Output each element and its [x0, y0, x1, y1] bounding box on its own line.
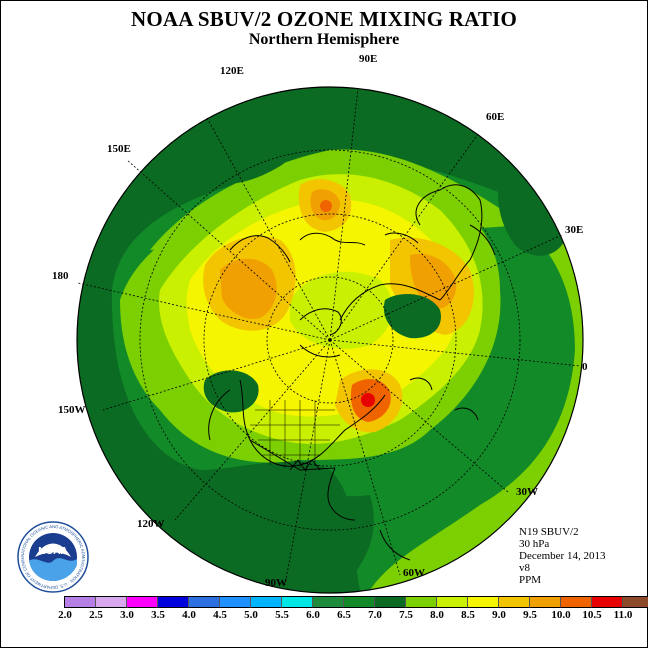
scale-tick-label: 6.5 [337, 609, 351, 621]
color-swatch [127, 597, 158, 607]
color-swatch [499, 597, 530, 607]
lon-label-60w: 60W [403, 567, 425, 579]
color-swatch [406, 597, 437, 607]
logo-text: NOAA [38, 546, 67, 557]
lon-label-180: 180 [52, 270, 69, 282]
color-swatch [375, 597, 406, 607]
scale-tick-label: 3.5 [151, 609, 165, 621]
map-subtitle: Northern Hemisphere [248, 31, 400, 48]
color-scale-ticks: 2.0 2.5 3.0 3.5 4.0 4.5 5.0 5.5 6.0 6.5 7.0 7.5 8.0 8… [0, 609, 648, 623]
lon-label-120e: 120E [220, 65, 244, 77]
units-label: PPM [519, 574, 542, 586]
scale-tick-label: 10.0 [551, 609, 571, 621]
scale-tick-label: 7.5 [399, 609, 413, 621]
scale-tick-label: 3.0 [120, 609, 134, 621]
color-swatch [468, 597, 499, 607]
scale-tick-label: 4.0 [182, 609, 196, 621]
color-swatch [313, 597, 344, 607]
color-swatch [158, 597, 189, 607]
color-swatch [189, 597, 220, 607]
graticule [77, 87, 581, 586]
lon-label-150e: 150E [107, 143, 131, 155]
lon-label-90w: 90W [265, 577, 287, 589]
scale-tick-label: 8.5 [461, 609, 475, 621]
color-swatch [530, 597, 561, 607]
color-swatch [96, 597, 127, 607]
instrument-label: N19 SBUV/2 [519, 526, 579, 538]
lon-label-0: 0 [582, 361, 588, 373]
lon-label-90e: 90E [359, 53, 377, 65]
color-swatch [437, 597, 468, 607]
lon-label-60e: 60E [486, 111, 504, 123]
color-swatch [282, 597, 313, 607]
lon-label-150w: 150W [58, 404, 86, 416]
lon-label-120w: 120W [137, 518, 165, 530]
color-swatch [220, 597, 251, 607]
color-swatch [65, 597, 96, 607]
scale-tick-label: 5.0 [244, 609, 258, 621]
version-label: v8 [519, 562, 530, 574]
color-swatch [251, 597, 282, 607]
scale-tick-label: 2.5 [89, 609, 103, 621]
lon-label-30e: 30E [565, 224, 583, 236]
lon-label-30w: 30W [516, 486, 538, 498]
scale-tick-label: 6.0 [306, 609, 320, 621]
scale-tick-label: 5.5 [275, 609, 289, 621]
scale-tick-label: 11.0 [613, 609, 633, 621]
map-title: NOAA SBUV/2 OZONE MIXING RATIO [131, 7, 517, 31]
color-swatch [592, 597, 623, 607]
hemisphere-boundary [76, 86, 584, 594]
color-swatch [561, 597, 592, 607]
state-borders [250, 400, 340, 468]
scale-tick-label: 7.0 [368, 609, 382, 621]
color-scale-bar [64, 596, 648, 608]
scale-tick-label: 9.5 [523, 609, 537, 621]
scale-tick-label: 2.0 [58, 609, 72, 621]
scale-tick-label: 10.5 [582, 609, 602, 621]
color-swatch [623, 597, 648, 607]
scale-tick-label: 9.0 [492, 609, 506, 621]
color-swatch [344, 597, 375, 607]
scale-tick-label: 8.0 [430, 609, 444, 621]
pressure-level: 30 hPa [519, 538, 550, 550]
noaa-logo: NATIONAL OCEANIC AND ATMOSPHERIC ADMINIS… [17, 521, 89, 593]
date-label: December 14, 2013 [519, 550, 606, 562]
scale-tick-label: 4.5 [213, 609, 227, 621]
info-block: N19 SBUV/2 30 hPa December 14, 2013 v8 P… [519, 526, 605, 586]
